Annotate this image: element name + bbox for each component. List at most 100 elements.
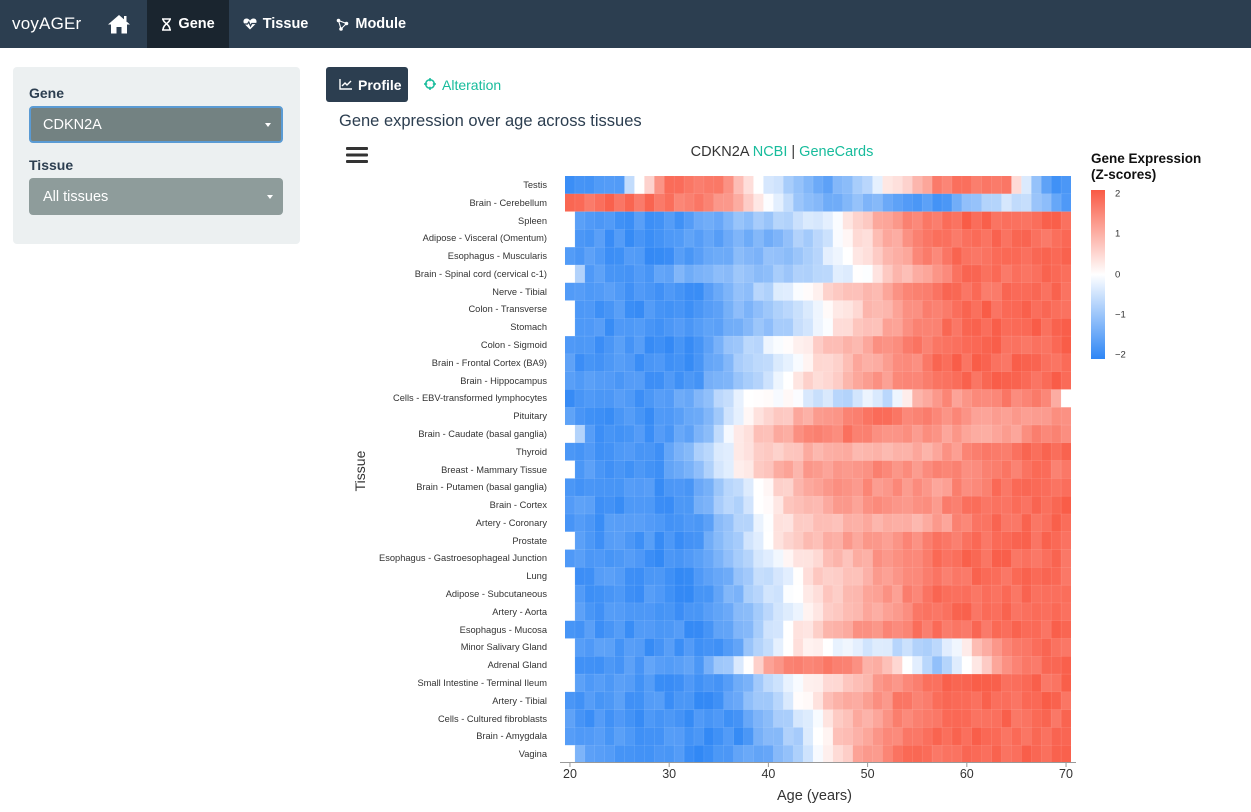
- heatmap-cell: [684, 247, 695, 266]
- ncbi-link[interactable]: NCBI: [752, 144, 788, 160]
- heatmap-cell: [852, 496, 863, 515]
- heatmap-cell: [624, 478, 635, 497]
- brand-logo[interactable]: voyAGEr: [12, 14, 82, 33]
- heatmap-cell: [902, 531, 913, 550]
- nav-gene[interactable]: Gene: [147, 0, 229, 48]
- heatmap-cell: [763, 656, 774, 675]
- heatmap-cell: [1021, 371, 1032, 390]
- heatmap-cell: [723, 282, 734, 301]
- heatmap-cell: [783, 336, 794, 355]
- heatmap-cell: [733, 282, 744, 301]
- heatmap-cell: [971, 353, 982, 372]
- heatmap-cell: [813, 656, 824, 675]
- nav-tissue[interactable]: Tissue: [229, 0, 323, 48]
- heatmap-cell: [813, 549, 824, 568]
- heatmap-cell: [961, 442, 973, 461]
- nav-home[interactable]: [93, 0, 147, 48]
- tab-profile[interactable]: Profile: [326, 67, 408, 102]
- heatmap-cell: [713, 264, 725, 284]
- heatmap-cell: [753, 460, 764, 479]
- heatmap-cell: [644, 176, 655, 195]
- heatmap-cell: [882, 247, 893, 266]
- heatmap-cell: [1051, 300, 1062, 319]
- heatmap-cell: [991, 674, 1002, 693]
- heatmap-cell: [584, 496, 596, 515]
- tissue-row-label: Brain - Hippocampus: [460, 375, 547, 386]
- heatmap-cell: [753, 300, 764, 319]
- heatmap-cell: [693, 496, 705, 515]
- heatmap-cell: [693, 318, 705, 337]
- heatmap-cell: [565, 745, 576, 763]
- heatmap-cell: [703, 247, 715, 266]
- heatmap-cell: [1001, 282, 1012, 301]
- heatmap-cell: [654, 602, 665, 621]
- nav-module[interactable]: Module: [322, 0, 420, 48]
- tissue-row-label: Brain - Frontal Cortex (BA9): [431, 357, 547, 368]
- heatmap-cell: [1001, 513, 1012, 533]
- heatmap-cell: [902, 407, 913, 426]
- heatmap-cell: [783, 193, 794, 212]
- tissue-row-label: Artery - Aorta: [492, 606, 547, 617]
- heatmap-cell: [961, 425, 973, 444]
- heatmap-cell: [654, 229, 665, 248]
- heatmap-cell: [773, 264, 784, 284]
- heatmap-cell: [1041, 620, 1052, 639]
- heatmap-cell: [803, 389, 814, 408]
- heatmap-cell: [862, 353, 873, 372]
- heatmap-cell: [961, 282, 973, 301]
- heatmap-cell: [813, 745, 824, 763]
- heatmap-cell: [1021, 638, 1032, 657]
- heatmap-cell: [832, 211, 844, 230]
- heatmap-cell: [574, 549, 586, 568]
- heatmap-cell: [565, 727, 576, 746]
- tab-alteration[interactable]: Alteration: [414, 67, 514, 102]
- heatmap-cell: [1031, 318, 1042, 337]
- heatmap-cell: [614, 691, 625, 710]
- heatmap-cell: [703, 407, 715, 426]
- heatmap-cell: [842, 353, 854, 372]
- heatmap-cell: [932, 389, 943, 408]
- heatmap-cell: [813, 709, 824, 728]
- tissue-select[interactable]: All tissues: [29, 178, 283, 215]
- heatmap-cell: [852, 709, 863, 728]
- heatmap-cell: [614, 727, 625, 746]
- heatmap-cell: [1041, 300, 1052, 319]
- heatmap-cell: [713, 211, 725, 230]
- heatmap-cell: [832, 691, 844, 710]
- heatmap-cell: [743, 371, 754, 390]
- heatmap-cell: [961, 300, 973, 319]
- heatmap-cell: [872, 620, 883, 639]
- heatmap-cell: [912, 496, 923, 515]
- gene-select[interactable]: CDKN2A: [29, 106, 283, 143]
- heatmap-cell: [832, 549, 844, 568]
- heatmap-cell: [813, 478, 824, 497]
- heatmap-cell: [1021, 193, 1032, 212]
- heatmap-cell: [664, 229, 675, 248]
- heatmap-cell: [793, 176, 804, 195]
- genecards-link[interactable]: GeneCards: [799, 144, 874, 160]
- hamburger-menu-icon[interactable]: [346, 145, 368, 170]
- heatmap-cell: [803, 727, 814, 746]
- heatmap-cell: [594, 727, 605, 746]
- heatmap-cell: [584, 745, 596, 763]
- heatmap-cell: [832, 496, 844, 515]
- heatmap-cell: [763, 513, 774, 533]
- heatmap-cell: [654, 567, 665, 586]
- heatmap-cell: [624, 389, 635, 408]
- heatmap-cell: [693, 425, 705, 444]
- heatmap-cell: [1061, 229, 1071, 248]
- heatmap-cell: [1021, 496, 1032, 515]
- heatmap-cell: [733, 638, 744, 657]
- heatmap-cell: [733, 247, 744, 266]
- heatmap-cell: [1061, 727, 1071, 746]
- heatmap-cell: [574, 264, 586, 284]
- heatmap-cell: [743, 389, 754, 408]
- heatmap-cell: [862, 389, 873, 408]
- heatmap-cell: [912, 211, 923, 230]
- heatmap-cell: [1011, 300, 1022, 319]
- heatmap-cell: [763, 336, 774, 355]
- heatmap-cell: [604, 229, 615, 248]
- heatmap-cell: [674, 282, 685, 301]
- heatmap-cell: [832, 727, 844, 746]
- heatmap-cell: [951, 496, 963, 515]
